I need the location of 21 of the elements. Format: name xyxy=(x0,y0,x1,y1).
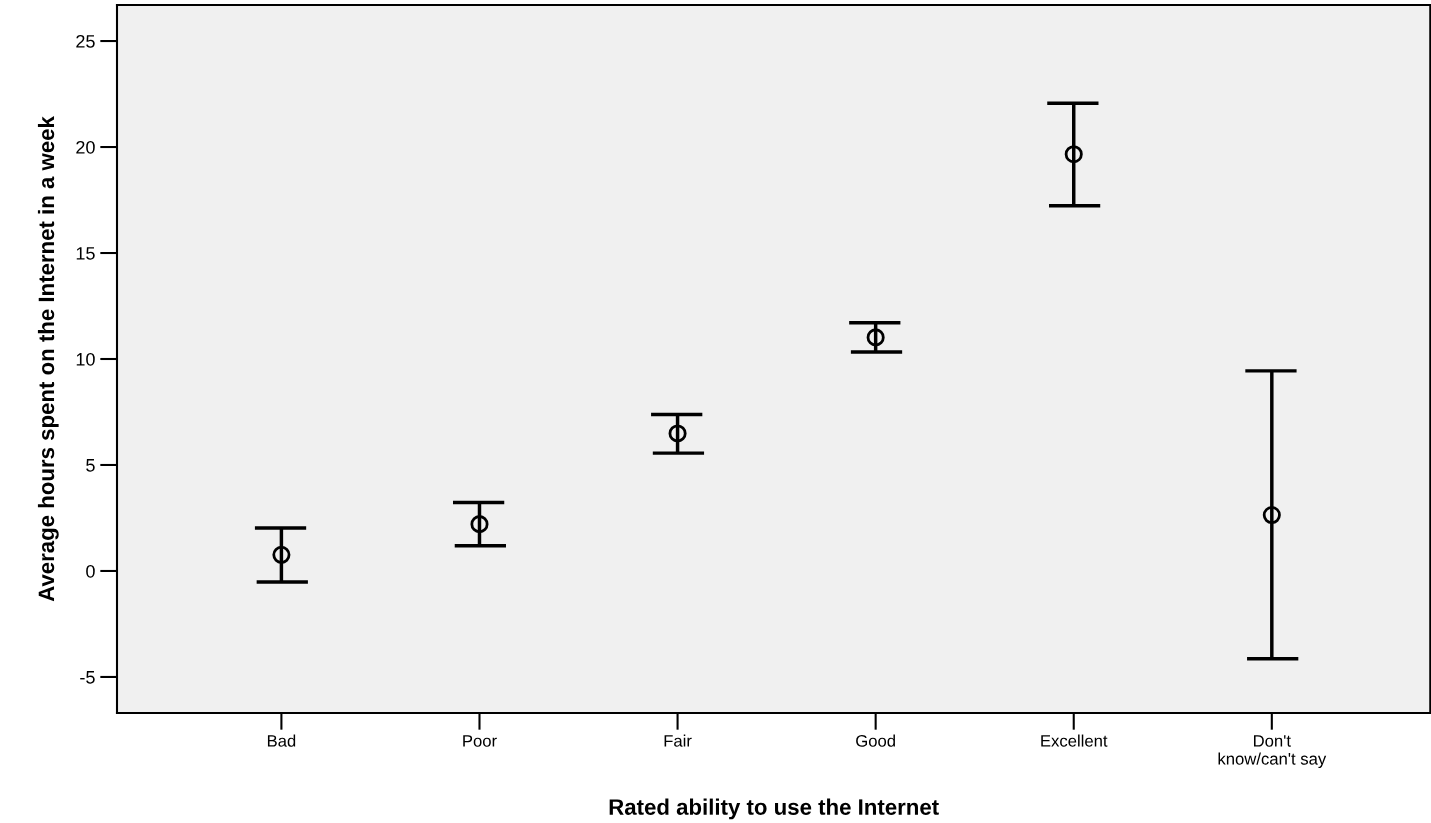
x-tick-label: Poor xyxy=(463,735,497,747)
y-tick-label: 5 xyxy=(86,459,95,472)
x-tick-label: Bad xyxy=(267,734,296,747)
point xyxy=(470,515,489,534)
x-axis-title: Rated ability to use the Internet xyxy=(609,798,939,820)
point xyxy=(1262,505,1281,525)
y-tick-label: 25 xyxy=(76,34,95,48)
y-tick-label: 0 xyxy=(86,564,95,578)
x-tick-label: Good xyxy=(856,734,895,747)
y-tick-label: -5 xyxy=(80,671,95,684)
point xyxy=(668,424,687,443)
x-tick-label: Don't know/can't say xyxy=(1218,735,1327,769)
y-tick-label: 15 xyxy=(76,247,95,260)
x-tick-label: Fair xyxy=(664,734,692,747)
y-tick-label: 20 xyxy=(76,140,95,154)
point xyxy=(272,545,291,564)
point xyxy=(1064,145,1083,164)
y-tick-label: 10 xyxy=(76,352,95,366)
y-axis-title: Average hours spent on the Internet in a week xyxy=(37,116,59,602)
x-tick-label: Excellent xyxy=(1041,734,1108,747)
point xyxy=(866,328,885,347)
